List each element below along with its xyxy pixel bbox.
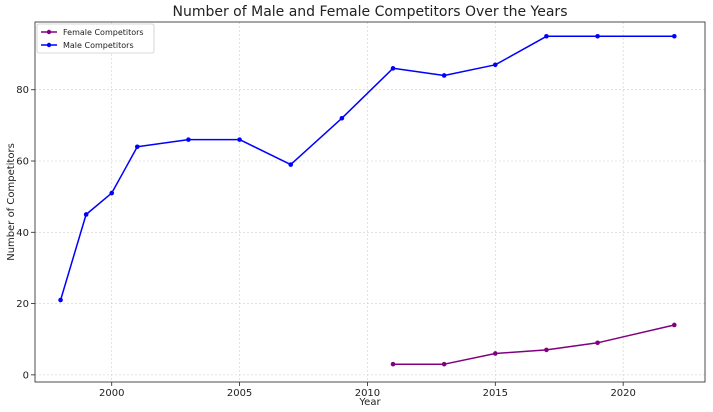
female-data-point: [672, 322, 677, 328]
female-data-point: [544, 347, 549, 353]
legend-marker-female: [46, 29, 52, 35]
male-data-point: [339, 115, 345, 121]
x-tick-label: 2020: [610, 388, 635, 399]
chart-title: Number of Male and Female Competitors Ov…: [172, 4, 567, 20]
y-tick-label: 0: [23, 370, 29, 381]
x-tick-label: 2005: [227, 388, 252, 399]
x-tick-label: 2015: [483, 388, 508, 399]
male-data-point: [493, 62, 498, 68]
y-axis-label: Number of Competitors: [6, 143, 17, 261]
male-data-point: [595, 33, 600, 39]
male-data-point: [58, 297, 63, 303]
legend-label-female: Female Competitors: [63, 28, 144, 37]
legend-box: [36, 23, 155, 54]
y-tick-label: 60: [16, 157, 29, 168]
legend-label-male: Male Competitors: [63, 41, 134, 50]
male-data-point: [134, 144, 140, 150]
female-data-point: [595, 340, 600, 346]
legend-marker-male: [46, 42, 52, 48]
y-tick-label: 20: [16, 299, 29, 310]
grid-lines: [35, 22, 705, 382]
male-data-point: [441, 73, 447, 78]
axis-ticks: 2000 2005 2010 2015 2020 0 20 40 60 80: [16, 85, 636, 399]
male-data-point: [390, 66, 396, 71]
male-data-point: [288, 162, 294, 167]
female-data-point: [390, 361, 396, 367]
male-data-point: [237, 137, 242, 142]
male-data-point: [109, 190, 115, 196]
male-data-point: [544, 33, 549, 39]
legend: Female Competitors Male Competitors: [36, 23, 155, 54]
y-tick-label: 40: [16, 228, 29, 239]
female-series-line: [393, 324, 675, 365]
plot-area-frame: [34, 21, 706, 383]
male-series-line: [59, 35, 675, 301]
x-tick-label: 2000: [99, 388, 124, 399]
data-series: [58, 33, 677, 367]
female-data-point: [441, 361, 447, 367]
male-data-point: [83, 212, 89, 217]
male-data-point: [672, 33, 677, 39]
y-tick-label: 80: [16, 85, 29, 96]
x-tick-label: 2010: [355, 388, 380, 399]
male-data-point: [186, 137, 191, 142]
female-data-point: [493, 351, 498, 356]
x-axis-label: Year: [358, 397, 381, 408]
